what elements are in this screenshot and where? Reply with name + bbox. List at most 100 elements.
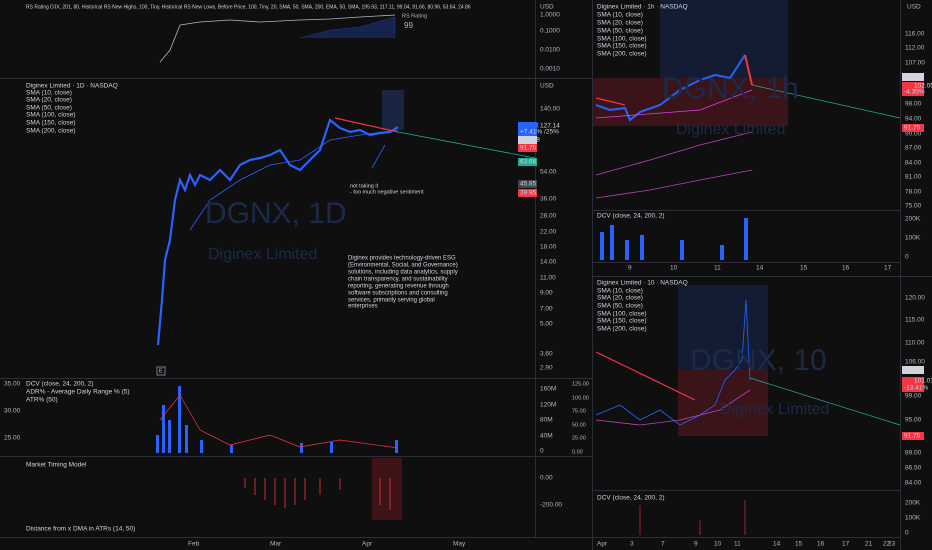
legend-item: SMA (50, close) xyxy=(597,28,643,35)
left-axis-label: 30.00 xyxy=(4,408,21,415)
watermark-sub: Diginex Limited xyxy=(676,121,785,138)
x-axis-label: 14 xyxy=(756,265,764,272)
price-axis-label: 84.00 xyxy=(905,480,922,487)
description: services, primarily serving global xyxy=(348,298,435,304)
price-axis-label: 95.00 xyxy=(905,417,922,424)
legend-item: DCV (close, 24, 200, 2) xyxy=(597,495,665,502)
watermark: DGNX, 1h xyxy=(662,72,799,105)
rs-area xyxy=(299,16,396,39)
earnings-icon: E xyxy=(159,368,163,374)
description: solutions, including data analytics, sup… xyxy=(348,270,458,276)
price-axis-label: 94.00 xyxy=(905,116,922,123)
candles-10 xyxy=(595,299,901,426)
x-axis-label: Feb xyxy=(188,541,200,548)
legend-item: SMA (100, close) xyxy=(597,311,647,318)
volume-axis-label: 100K xyxy=(905,235,921,242)
adr-line xyxy=(159,394,399,449)
price-axis-label: 22.00 xyxy=(540,229,557,236)
legend-item: SMA (20, close) xyxy=(597,20,643,27)
rs-line xyxy=(159,14,396,63)
price-axis-label: 9.00 xyxy=(540,290,553,297)
x-axis-label: 21 xyxy=(865,541,873,548)
volume-axis-label: 0 xyxy=(905,254,909,261)
watermark-sub: Diginex Limited xyxy=(720,401,829,418)
price-tag: 104.18 xyxy=(520,137,540,144)
mtm-footer: Distance from x DMA in ATRs (14, 50) xyxy=(26,526,135,533)
volume-axis-label: 40M xyxy=(540,433,553,440)
price-axis-label: 99.00 xyxy=(905,393,922,400)
note: - too much negative sentiment xyxy=(350,189,424,195)
price-axis-label: 0.0100 xyxy=(540,47,560,54)
volume xyxy=(156,386,398,453)
x-axis-label: 14 xyxy=(773,541,781,548)
extra-axis-label: 0.00 xyxy=(572,449,583,455)
price-tag-bg xyxy=(518,144,537,152)
legend-item: SMA (200, close) xyxy=(26,128,76,135)
x-axis-label: 11 xyxy=(714,265,721,272)
description: enterprises xyxy=(348,304,378,310)
x-axis-label: 15 xyxy=(800,265,808,272)
watermark-sub: Diginex Limited xyxy=(208,246,317,263)
price-tag: -13.41% xyxy=(904,385,928,392)
x-axis-label: 3 xyxy=(630,541,634,548)
extra-axis-label: 75.00 xyxy=(572,408,586,414)
currency: USD xyxy=(540,83,554,90)
price-axis-label: 5.00 xyxy=(540,321,553,328)
price-tag-bg xyxy=(518,136,537,144)
legend-item: DCV (close, 24, 200, 2) xyxy=(26,381,94,388)
price-axis-label: 81.00 xyxy=(905,174,922,181)
x-axis-label: May xyxy=(453,541,466,548)
candles-1h xyxy=(595,54,753,122)
volume-axis-label: 80M xyxy=(540,417,553,424)
left-axis-label: 25.00 xyxy=(4,435,21,442)
price-tag: 63.66 xyxy=(520,159,537,166)
x-axis-label: Mar xyxy=(270,541,282,548)
legend-item: SMA (20, close) xyxy=(597,295,643,302)
volume-axis-label: 0 xyxy=(540,448,544,455)
description: chain transparency, and sustainability xyxy=(348,277,448,283)
rs-value: 99 xyxy=(404,21,413,30)
price-tag-bg xyxy=(518,189,537,197)
x-axis-label: 7 xyxy=(661,541,665,548)
price-axis-label: 14.00 xyxy=(540,259,557,266)
price-axis-label: 54.00 xyxy=(540,169,557,176)
x-axis-label: 16 xyxy=(817,541,825,548)
legend-item: SMA (200, close) xyxy=(597,51,647,58)
extra-axis-label: 25.00 xyxy=(572,435,586,441)
price-tag: 91.75 xyxy=(904,433,921,440)
rs-label: RS Rating xyxy=(402,13,427,19)
price-axis-label: 1.0000 xyxy=(540,12,560,19)
price-tag-bg xyxy=(902,124,924,132)
x-axis-label: 23 xyxy=(888,541,896,548)
price-axis-label: 86.50 xyxy=(905,465,922,472)
price-tag: 39.95 xyxy=(520,190,537,197)
pane-title: Diginex Limited · 1D · NASDAQ xyxy=(26,83,118,90)
x-axis-label: 17 xyxy=(884,265,892,272)
price-tag-bg xyxy=(518,158,537,166)
legend-item: DCV (close, 24, 200, 2) xyxy=(597,213,665,220)
x-axis-label: 9 xyxy=(628,265,632,272)
earnings-badge xyxy=(156,366,166,376)
x-axis-label: Apr xyxy=(362,541,373,548)
price-tag: 91.75 xyxy=(520,145,537,152)
price-tag-bg xyxy=(518,180,537,188)
rs-legend: RS Rating DJX, 201, 80, Historical RS Ne… xyxy=(26,4,471,10)
legend-item: ADR% - Average Daily Range % (5) xyxy=(26,389,130,396)
x-axis-label: 9 xyxy=(694,541,698,548)
x-axis-label: 10 xyxy=(714,541,722,548)
x-axis-label: 10 xyxy=(670,265,678,272)
price-axis-label: 107.00 xyxy=(905,60,925,67)
legend-item: SMA (150, close) xyxy=(597,43,647,50)
pane-title: Diginex Limited · 10 · NASDAQ xyxy=(597,280,688,287)
moving-averages xyxy=(189,117,536,231)
legend-item: SMA (100, close) xyxy=(26,112,76,119)
legend-item: SMA (10, close) xyxy=(26,90,72,97)
price-axis-label: 11.00 xyxy=(540,275,556,282)
price-axis-label: 28.00 xyxy=(540,213,557,220)
price-tag: 45.85 xyxy=(520,181,537,188)
legend-item: SMA (150, close) xyxy=(597,318,647,325)
price-tag: 104.18 xyxy=(904,74,924,81)
price-tag-bg xyxy=(902,73,924,81)
